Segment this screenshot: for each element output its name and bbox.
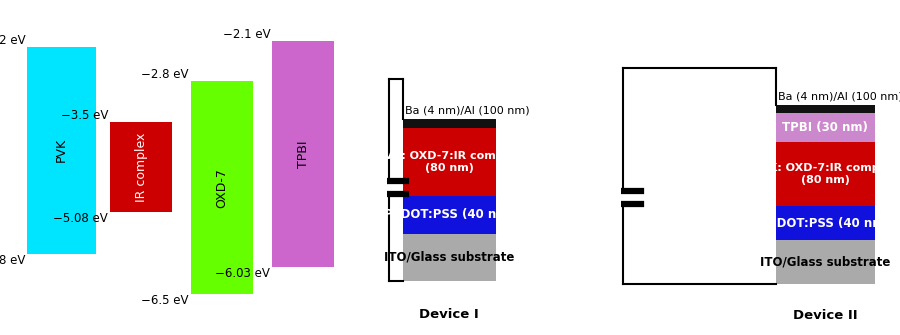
Text: TPBI (30 nm): TPBI (30 nm) [782, 121, 868, 134]
Bar [776, 241, 875, 284]
Text: PVK: OXD-7:IR complex
(80 nm): PVK: OXD-7:IR complex (80 nm) [376, 151, 522, 173]
Text: −6.5 eV: −6.5 eV [141, 294, 189, 307]
Text: PEDOT:PSS (40 nm): PEDOT:PSS (40 nm) [760, 216, 890, 229]
Bar [403, 128, 496, 196]
Text: −2.2 eV: −2.2 eV [0, 34, 25, 47]
Bar [403, 119, 496, 128]
Text: Device II: Device II [793, 309, 858, 322]
Text: −2.8 eV: −2.8 eV [141, 68, 189, 81]
Text: −5.8 eV: −5.8 eV [0, 254, 25, 267]
Text: Ba (4 nm)/Al (100 nm): Ba (4 nm)/Al (100 nm) [405, 105, 529, 115]
Bar [776, 142, 875, 206]
Text: PEDOT:PSS (40 nm): PEDOT:PSS (40 nm) [384, 208, 514, 221]
Text: ITO/Glass substrate: ITO/Glass substrate [384, 251, 515, 264]
Bar [110, 122, 173, 212]
Text: OXD-7: OXD-7 [215, 168, 229, 208]
Bar [403, 233, 496, 281]
Text: PVK: OXD-7:IR complex
(80 nm): PVK: OXD-7:IR complex (80 nm) [752, 163, 898, 185]
Bar [776, 113, 875, 142]
Text: −5.08 eV: −5.08 eV [53, 212, 108, 225]
Text: Device I: Device I [419, 308, 479, 321]
Text: ITO/Glass substrate: ITO/Glass substrate [760, 256, 890, 269]
Text: PVK: PVK [55, 138, 68, 162]
Bar [776, 206, 875, 241]
Bar [272, 41, 335, 267]
Bar [27, 47, 96, 254]
Text: IR complex: IR complex [135, 132, 148, 202]
Text: Ba (4 nm)/Al (100 nm): Ba (4 nm)/Al (100 nm) [778, 91, 900, 102]
Text: TPBI: TPBI [297, 140, 310, 168]
Text: −6.03 eV: −6.03 eV [215, 267, 270, 280]
Bar [191, 81, 253, 294]
Bar [776, 105, 875, 113]
Text: −3.5 eV: −3.5 eV [61, 109, 108, 122]
Bar [403, 196, 496, 233]
Text: −2.1 eV: −2.1 eV [222, 28, 270, 41]
